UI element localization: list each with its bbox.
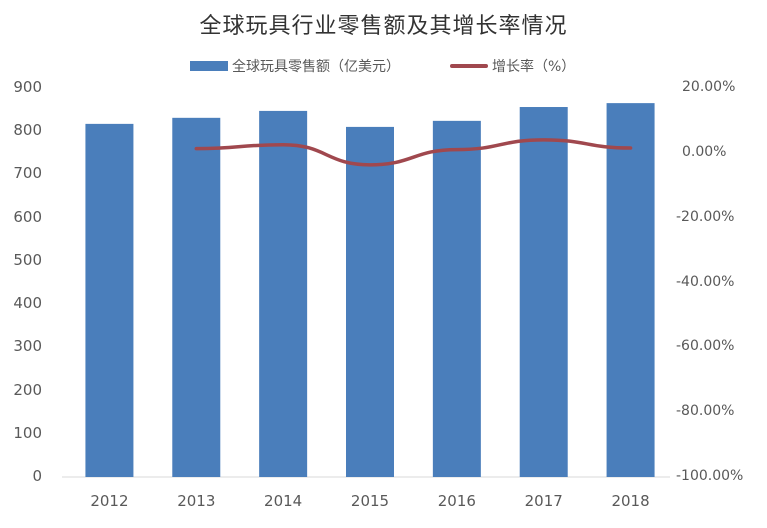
- bar-2017: [519, 107, 568, 478]
- x-axis-tick: 2013: [177, 492, 216, 510]
- right-axis-tick: -80.00%: [676, 403, 735, 420]
- chart-title: 全球玩具行业零售额及其增长率情况: [199, 14, 568, 39]
- bar-2012: [85, 123, 134, 477]
- right-axis-tick: -60.00%: [676, 338, 735, 355]
- x-axis-tick: 2017: [524, 492, 563, 510]
- left-axis-tick: 300: [13, 337, 42, 356]
- legend-item-retail-sales: 全球玩具零售额（亿美元）: [190, 56, 400, 76]
- bar-2016: [432, 120, 481, 478]
- bar-swatch-icon: [190, 61, 228, 71]
- right-axis-tick: -40.00%: [676, 273, 735, 290]
- left-axis-tick: 400: [13, 294, 42, 313]
- growth-rate-line: [194, 138, 633, 167]
- left-axis-tick: 100: [13, 423, 42, 442]
- left-axis-tick: 800: [13, 121, 42, 140]
- x-axis-tick: 2012: [90, 492, 129, 510]
- left-axis-tick: 900: [13, 78, 42, 96]
- legend: 全球玩具零售额（亿美元） 增长率（%）: [0, 56, 767, 76]
- x-axis-tick: 2014: [264, 492, 303, 510]
- legend-item-growth-rate: 增长率（%）: [450, 56, 575, 76]
- left-axis-tick: 200: [13, 380, 42, 399]
- legend-label-growth-rate: 增长率（%）: [492, 59, 576, 75]
- left-axis-tick: 600: [13, 207, 42, 226]
- x-axis-tick: 2015: [350, 492, 390, 510]
- bar-2014: [259, 110, 308, 477]
- x-axis-tick: 2018: [611, 492, 650, 510]
- left-axis-tick: 700: [13, 164, 42, 183]
- right-axis-tick: 0.00%: [682, 143, 727, 160]
- right-axis-tick: -20.00%: [676, 208, 735, 225]
- bar-2015: [346, 126, 394, 478]
- x-axis-tick: 2016: [437, 492, 476, 510]
- right-axis-tick: -100.00%: [676, 468, 744, 484]
- right-axis-tick: 20.00%: [682, 79, 736, 95]
- bar-2013: [172, 117, 221, 477]
- line-swatch-icon: [450, 64, 488, 68]
- left-axis-tick: 0: [32, 467, 42, 485]
- left-axis-tick: 500: [13, 250, 42, 269]
- bar-2018: [606, 103, 655, 477]
- legend-label-retail-sales: 全球玩具零售额（亿美元）: [232, 59, 400, 75]
